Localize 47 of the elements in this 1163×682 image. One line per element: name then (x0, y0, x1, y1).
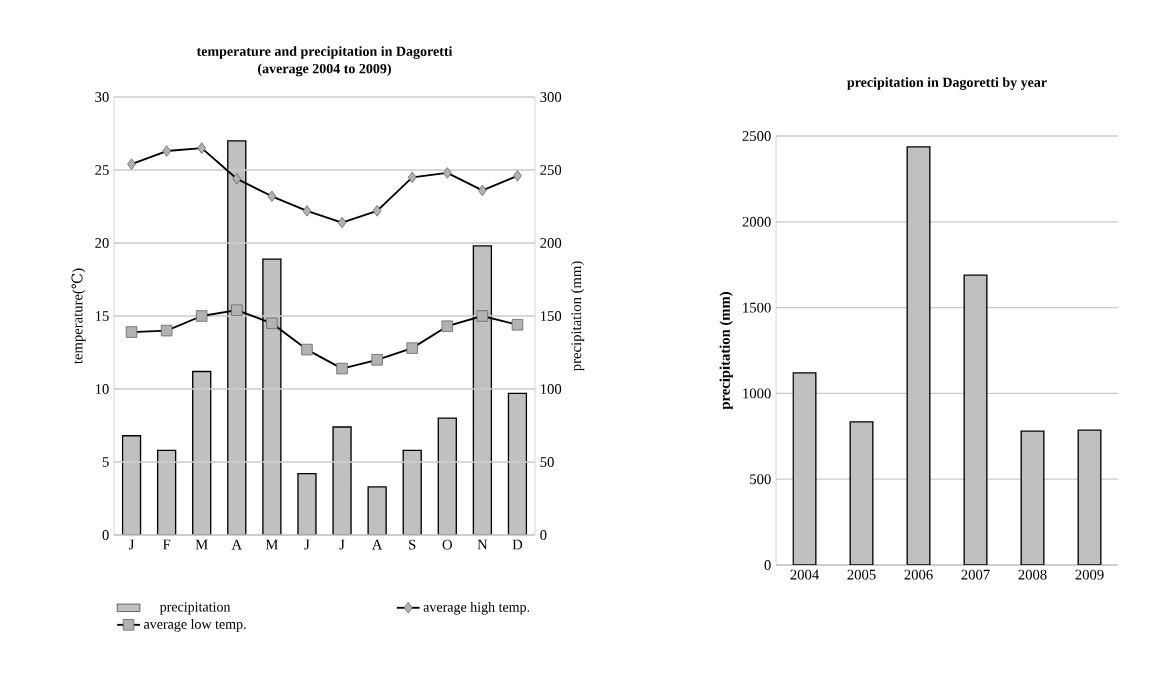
x-tick-label: S (409, 539, 416, 550)
x-tick-label: 2006 (904, 569, 933, 580)
y2-tick-label: 100 (541, 384, 562, 394)
y-tick-label: 10 (95, 384, 109, 394)
y-tick-label: 0 (764, 560, 771, 570)
y-tick-label: 5 (102, 457, 109, 467)
y-tick-label: 15 (95, 311, 109, 321)
y-tick-label: 25 (95, 165, 109, 175)
x-tick-label: J (339, 539, 345, 550)
x-tick-label: J (129, 539, 135, 550)
y-tick-label: 2500 (742, 131, 771, 141)
x-tick-label: J (304, 539, 310, 550)
x-tick-label: A (371, 539, 383, 550)
y-tick-label: 30 (95, 92, 109, 102)
y2-tick-label: 150 (541, 311, 562, 321)
y-tick-label: 1000 (743, 388, 771, 399)
legend-label: average low temp. (144, 618, 246, 632)
y-axis-title: temperature(℃) (71, 268, 86, 364)
y-tick-label: 500 (750, 474, 771, 485)
x-tick-label: F (162, 539, 171, 550)
y-tick-label: 2000 (742, 216, 771, 227)
x-tick-label: 2005 (847, 569, 876, 580)
x-tick-label: A (231, 539, 242, 550)
y2-axis-title: precipitation (mm) (570, 261, 585, 371)
y2-tick-label: 300 (540, 92, 562, 102)
x-tick-label: 2007 (961, 569, 990, 580)
legend-label: precipitation (159, 602, 231, 615)
y-axis-title: precipitation (mm) (719, 292, 733, 410)
y-tick-label: 20 (95, 238, 109, 248)
y2-tick-label: 250 (540, 165, 562, 175)
chart-subtitle: (average 2004 to 2009) (258, 63, 391, 77)
x-tick-label: N (477, 539, 488, 550)
x-tick-label: 2009 (1075, 569, 1104, 580)
x-tick-label: D (512, 539, 523, 550)
x-tick-label: O (442, 539, 452, 550)
chart-title: precipitation in Dagoretti by year (847, 77, 1047, 90)
legend-label: average high temp. (423, 601, 530, 615)
y2-tick-label: 50 (540, 457, 554, 467)
x-tick-label: M (265, 539, 278, 550)
x-tick-label: 2008 (1018, 569, 1047, 580)
x-tick-label: 2004 (790, 569, 819, 580)
x-tick-label: M (195, 539, 208, 550)
y2-tick-label: 0 (540, 530, 547, 540)
y-tick-label: 1500 (743, 302, 771, 313)
chart-title: temperature and precipitation in Dagoretti (196, 46, 453, 59)
y2-tick-label: 200 (540, 238, 562, 248)
y-tick-label: 0 (102, 530, 109, 540)
